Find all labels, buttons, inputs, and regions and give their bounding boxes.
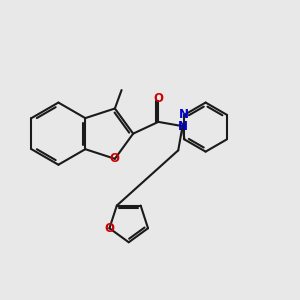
Text: N: N bbox=[178, 120, 188, 133]
Text: O: O bbox=[104, 222, 114, 235]
Text: O: O bbox=[153, 92, 163, 106]
Text: O: O bbox=[110, 152, 120, 165]
Text: N: N bbox=[179, 108, 189, 121]
